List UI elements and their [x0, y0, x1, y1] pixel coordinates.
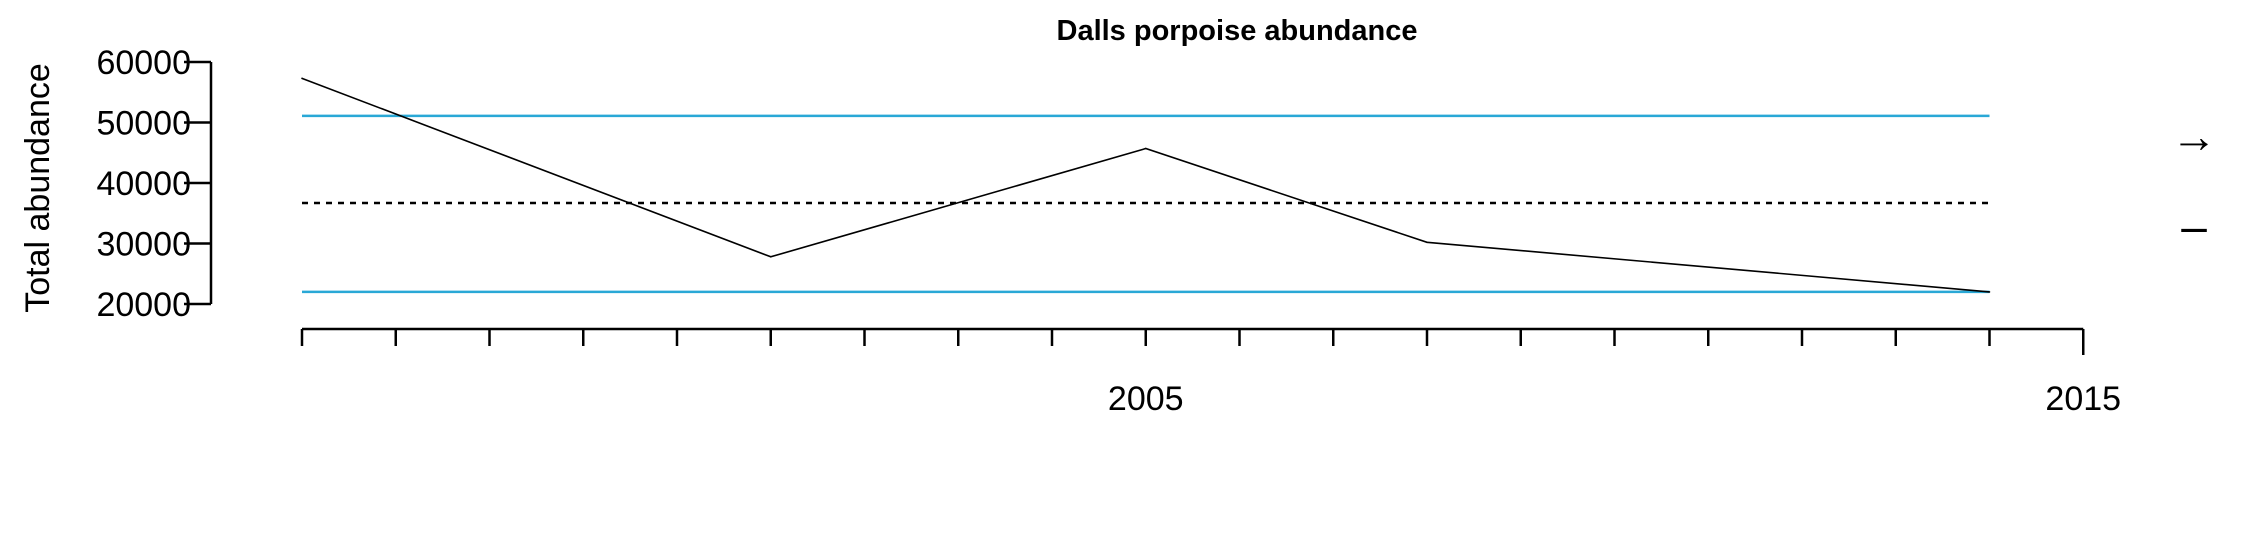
y-axis: 20000 30000 40000 50000 60000 [96, 44, 213, 324]
x-tick-label: 2015 [2045, 380, 2121, 418]
data-point [301, 77, 303, 80]
x-axis: 2005 2015 [300, 327, 2121, 418]
y-tick-label: 40000 [96, 165, 191, 203]
x-tick-label: 2005 [1108, 380, 1184, 418]
dash-icon: – [2181, 200, 2207, 252]
chart-title: Dalls porpoise abundance [1057, 15, 1418, 47]
series-line [301, 77, 1990, 293]
arrow-right-icon: → [2171, 110, 2217, 162]
series-layer [301, 77, 1991, 293]
data-point [1988, 291, 1991, 293]
y-tick-label: 20000 [96, 286, 191, 324]
y-tick-label: 30000 [96, 226, 191, 264]
y-axis-label: Total abundance [19, 63, 57, 313]
data-point [1426, 241, 1428, 244]
y-tick-label: 60000 [96, 44, 191, 82]
y-tick-label: 50000 [96, 105, 191, 143]
reference-lines [302, 114, 1990, 294]
data-point [769, 256, 772, 258]
data-point [1144, 147, 1147, 150]
